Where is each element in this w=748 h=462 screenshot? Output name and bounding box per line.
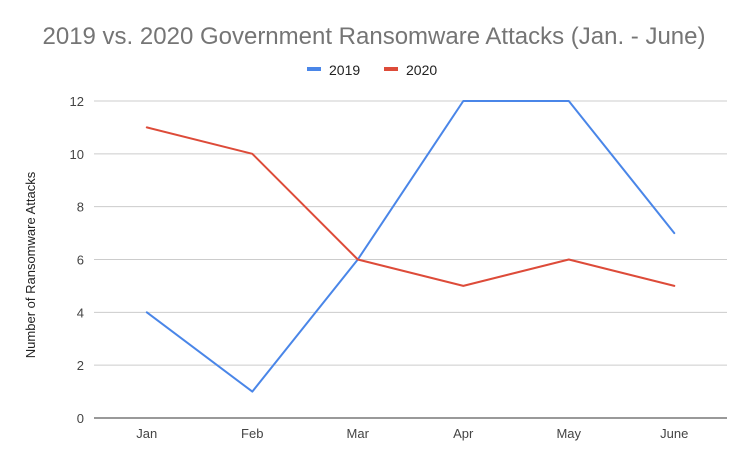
series-line-2020 (145, 126, 676, 287)
gridlines (94, 100, 727, 419)
y-tick-label: 4 (77, 305, 84, 320)
y-tick-label: 10 (70, 147, 84, 162)
x-tick-label: June (660, 426, 688, 441)
legend-label-2019: 2019 (329, 62, 360, 78)
chart-title: 2019 vs. 2020 Government Ransomware Atta… (43, 23, 706, 50)
x-axis-ticks: Jan Feb Mar Apr May June (136, 426, 688, 441)
legend-swatch-2020 (384, 67, 398, 71)
legend: 2019 2020 (307, 62, 437, 78)
x-tick-label: May (556, 426, 581, 441)
y-tick-label: 12 (70, 94, 84, 109)
series-line-2019 (145, 100, 676, 393)
legend-swatch-2019 (307, 67, 321, 71)
x-tick-label: Jan (136, 426, 157, 441)
y-axis-ticks: 0 2 4 6 8 10 12 (70, 94, 84, 426)
x-tick-label: Apr (453, 426, 474, 441)
x-tick-label: Feb (241, 426, 263, 441)
y-tick-label: 6 (77, 253, 84, 268)
y-tick-label: 0 (77, 411, 84, 426)
y-tick-label: 8 (77, 200, 84, 215)
y-tick-label: 2 (77, 358, 84, 373)
y-axis-title: Number of Ransomware Attacks (23, 171, 38, 358)
legend-label-2020: 2020 (406, 62, 437, 78)
x-tick-label: Mar (347, 426, 370, 441)
series-lines (145, 100, 676, 393)
